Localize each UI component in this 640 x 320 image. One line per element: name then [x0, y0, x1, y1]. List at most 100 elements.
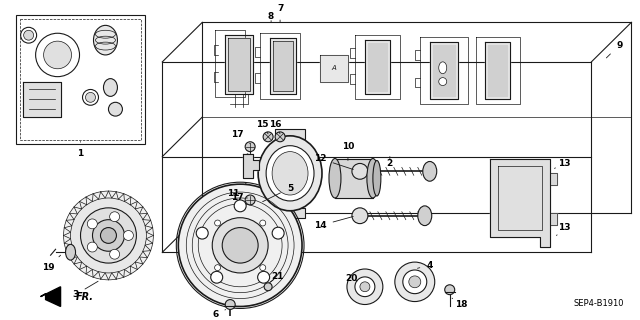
- Ellipse shape: [360, 282, 370, 292]
- Ellipse shape: [225, 300, 235, 309]
- Ellipse shape: [409, 276, 420, 288]
- Text: 3: 3: [72, 281, 98, 299]
- Text: 6: 6: [212, 310, 226, 319]
- Polygon shape: [228, 38, 250, 92]
- Text: 14: 14: [314, 216, 353, 230]
- Ellipse shape: [275, 132, 285, 142]
- Ellipse shape: [260, 265, 266, 271]
- Ellipse shape: [81, 208, 136, 263]
- Ellipse shape: [93, 220, 124, 251]
- Polygon shape: [550, 173, 557, 185]
- Ellipse shape: [214, 265, 221, 271]
- Polygon shape: [275, 129, 305, 139]
- Polygon shape: [433, 45, 454, 96]
- Ellipse shape: [109, 249, 120, 259]
- Ellipse shape: [63, 191, 154, 280]
- Text: 16: 16: [269, 121, 282, 134]
- Ellipse shape: [87, 242, 97, 252]
- Polygon shape: [243, 154, 259, 178]
- Ellipse shape: [36, 33, 79, 77]
- Bar: [15, 15, 145, 144]
- Polygon shape: [430, 42, 458, 99]
- Ellipse shape: [211, 271, 223, 283]
- Ellipse shape: [108, 102, 122, 116]
- Polygon shape: [550, 213, 557, 225]
- Ellipse shape: [104, 79, 118, 96]
- Polygon shape: [488, 45, 507, 96]
- Polygon shape: [225, 35, 253, 94]
- Text: 12: 12: [314, 154, 353, 170]
- Ellipse shape: [214, 220, 221, 226]
- Ellipse shape: [367, 158, 379, 198]
- Ellipse shape: [100, 228, 116, 243]
- Ellipse shape: [65, 244, 76, 260]
- Polygon shape: [22, 82, 61, 117]
- Ellipse shape: [418, 206, 432, 226]
- Ellipse shape: [245, 195, 255, 205]
- Ellipse shape: [212, 218, 268, 273]
- Ellipse shape: [124, 230, 133, 240]
- Polygon shape: [320, 55, 348, 82]
- Ellipse shape: [258, 271, 269, 283]
- Text: 13: 13: [556, 223, 571, 236]
- Ellipse shape: [347, 269, 383, 305]
- Ellipse shape: [20, 27, 36, 43]
- Ellipse shape: [24, 30, 34, 40]
- Text: 9: 9: [606, 41, 623, 58]
- Ellipse shape: [439, 62, 447, 74]
- Polygon shape: [275, 208, 305, 218]
- Ellipse shape: [222, 228, 258, 263]
- Ellipse shape: [260, 220, 266, 226]
- Ellipse shape: [86, 92, 95, 102]
- Ellipse shape: [245, 142, 255, 152]
- Ellipse shape: [395, 262, 435, 301]
- Text: 18: 18: [452, 298, 468, 309]
- Ellipse shape: [266, 146, 314, 201]
- Text: FR.: FR.: [76, 292, 93, 302]
- Bar: [20, 20, 141, 140]
- Text: 21: 21: [270, 272, 284, 282]
- Ellipse shape: [234, 200, 246, 212]
- Ellipse shape: [264, 283, 272, 291]
- Text: 20: 20: [346, 274, 358, 284]
- Ellipse shape: [272, 227, 284, 239]
- Text: 13: 13: [554, 159, 571, 168]
- Text: 10: 10: [342, 142, 354, 161]
- Ellipse shape: [352, 208, 368, 224]
- Ellipse shape: [263, 132, 273, 142]
- Ellipse shape: [445, 285, 454, 295]
- Ellipse shape: [93, 25, 118, 55]
- Text: SEP4-B1910: SEP4-B1910: [574, 300, 625, 308]
- Text: 7: 7: [277, 4, 284, 22]
- Ellipse shape: [272, 152, 308, 195]
- Ellipse shape: [373, 161, 381, 196]
- Polygon shape: [335, 158, 373, 198]
- Polygon shape: [365, 40, 390, 94]
- Ellipse shape: [44, 41, 72, 69]
- Polygon shape: [368, 43, 387, 92]
- Ellipse shape: [352, 164, 368, 179]
- Ellipse shape: [83, 90, 99, 105]
- Text: 17: 17: [231, 130, 250, 144]
- Ellipse shape: [87, 219, 97, 229]
- Polygon shape: [490, 158, 550, 247]
- Text: 19: 19: [42, 255, 61, 272]
- Polygon shape: [40, 287, 61, 307]
- Polygon shape: [270, 38, 296, 94]
- Text: 5: 5: [262, 184, 293, 202]
- Polygon shape: [273, 41, 293, 92]
- Polygon shape: [484, 42, 509, 99]
- Text: 8: 8: [268, 12, 274, 22]
- Text: 2: 2: [387, 156, 393, 168]
- Ellipse shape: [439, 78, 447, 85]
- Text: 17: 17: [231, 194, 248, 203]
- Ellipse shape: [355, 277, 375, 297]
- Ellipse shape: [329, 158, 341, 198]
- Ellipse shape: [403, 270, 427, 294]
- Text: 1: 1: [77, 141, 84, 158]
- Text: A: A: [332, 65, 337, 71]
- Ellipse shape: [179, 184, 302, 307]
- Text: 15: 15: [256, 121, 268, 134]
- Text: 11: 11: [227, 183, 246, 197]
- Ellipse shape: [70, 198, 147, 273]
